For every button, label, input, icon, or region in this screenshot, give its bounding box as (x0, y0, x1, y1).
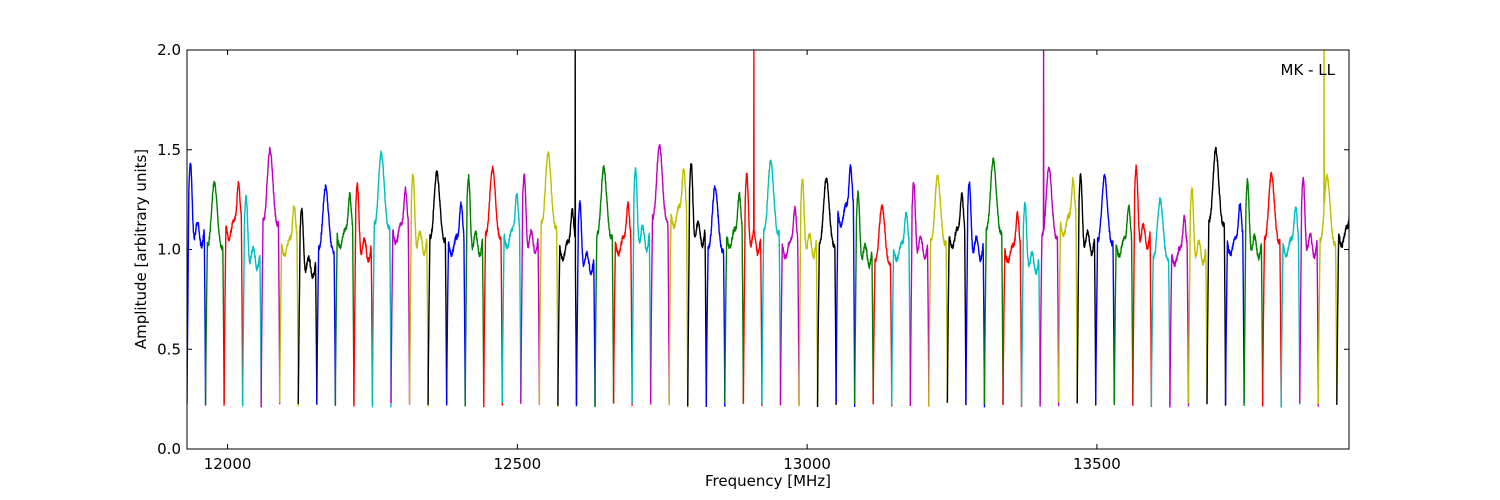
channel-series-line (1280, 206, 1301, 408)
channel-series-line (612, 201, 633, 406)
channel-series-line (946, 192, 967, 406)
channel-series-line (1020, 201, 1041, 406)
channel-series-line (742, 50, 763, 407)
channel-series-line (445, 201, 466, 407)
plot-area (187, 50, 1349, 449)
channel-series-line (668, 168, 689, 408)
channel-series-line (965, 181, 986, 408)
channel-series-line (1132, 164, 1153, 408)
channel-series-line (483, 165, 503, 408)
channel-series-line (408, 173, 429, 407)
channel-series-line (1206, 146, 1227, 406)
channel-series-line (427, 170, 448, 405)
channel-series-line (687, 163, 707, 407)
channel-series-line (316, 184, 337, 406)
y-tick-label: 0.5 (157, 340, 181, 358)
channel-series-line (538, 151, 559, 408)
channel-series-line (1057, 176, 1078, 404)
channel-series-line (724, 191, 745, 404)
y-tick-label: 1.0 (157, 241, 181, 259)
channel-series-line (520, 173, 541, 405)
channel-series-line (1336, 211, 1349, 405)
channel-series-line (1002, 210, 1023, 407)
y-tick-label: 0.0 (157, 440, 181, 458)
channel-series-line (909, 181, 930, 407)
channel-series-line (928, 174, 949, 407)
ticks-layer: 12000 12500 13000 13500 0.0 0.5 1.0 1.5 2.0 (157, 41, 1349, 473)
channel-series-line (1150, 196, 1171, 407)
channel-series-line (1095, 173, 1115, 405)
channel-series-line (835, 164, 856, 408)
x-tick-label: 12000 (204, 455, 252, 473)
x-tick-label: 12500 (493, 455, 541, 473)
channel-series-line (353, 182, 374, 407)
channel-series-line (575, 200, 596, 407)
channel-series-line (1113, 204, 1134, 406)
channel-series-line (816, 177, 837, 407)
channel-series-line (1039, 50, 1060, 407)
x-tick-label: 13000 (783, 455, 831, 473)
channel-series-line (649, 143, 670, 406)
channel-series-line (371, 150, 392, 408)
channel-series-line (872, 204, 893, 407)
channel-series-line (1317, 50, 1338, 405)
channel-series-line (983, 157, 1004, 405)
channel-series-line (1224, 202, 1245, 406)
channel-series-line (390, 186, 411, 405)
channel-series-line (223, 180, 244, 406)
y-axis-label: Amplitude [arbitrary units] (132, 149, 150, 349)
chart-annotation: MK - LL (1281, 61, 1336, 79)
channel-series-line (761, 159, 782, 405)
channel-series-line (260, 146, 281, 408)
channel-series-line (705, 185, 726, 408)
x-tick-label: 13500 (1073, 455, 1121, 473)
channel-series-line (891, 211, 911, 406)
channel-series-line (1169, 214, 1190, 408)
series-layer (187, 50, 1349, 408)
channel-series-line (204, 180, 225, 405)
channel-series-line (1076, 173, 1097, 406)
channel-series-line (187, 162, 207, 406)
channel-series-line (501, 192, 522, 404)
channel-series-line (1243, 177, 1264, 406)
y-tick-label: 1.5 (157, 141, 181, 159)
y-tick-label: 2.0 (157, 41, 181, 59)
channel-series-line (557, 50, 578, 406)
channel-series-line (853, 190, 874, 405)
channel-series-line (631, 167, 652, 404)
channel-series-line (297, 207, 318, 404)
channel-series-line (279, 205, 299, 407)
channel-series-line (334, 192, 355, 406)
channel-series-line (594, 165, 615, 408)
x-axis-label: Frequency [MHz] (705, 472, 831, 490)
channel-series-line (1187, 187, 1208, 404)
channel-series-line (464, 173, 485, 407)
channel-series-line (798, 178, 819, 407)
channel-series-line (1261, 171, 1282, 408)
channel-series-line (241, 194, 262, 408)
channel-series-line (779, 205, 800, 406)
channel-series-line (1299, 176, 1319, 407)
